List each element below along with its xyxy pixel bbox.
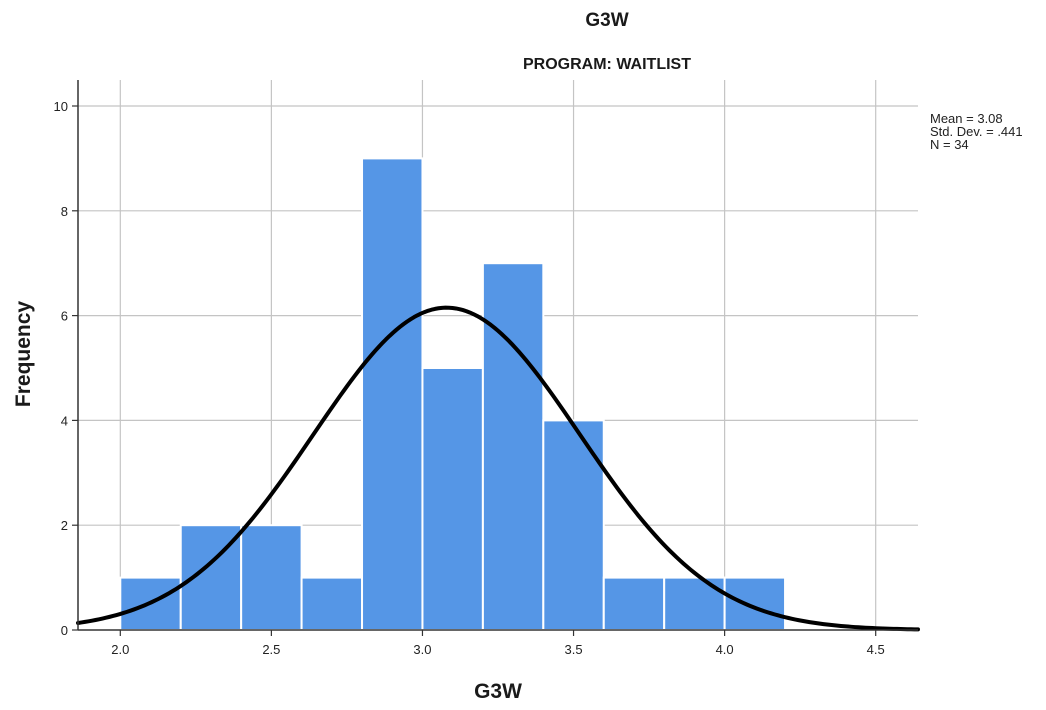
y-tick-label: 6 bbox=[61, 309, 68, 324]
y-tick-label: 8 bbox=[61, 204, 68, 219]
histogram-bar bbox=[361, 157, 424, 631]
histogram-bar bbox=[300, 576, 364, 631]
x-tick-label: 4.5 bbox=[867, 642, 885, 657]
stats-line: Mean = 3.08 bbox=[930, 111, 1003, 126]
axes bbox=[77, 80, 918, 631]
x-tick-label: 3.0 bbox=[413, 642, 431, 657]
x-tick-label: 4.0 bbox=[716, 642, 734, 657]
histogram-bar bbox=[421, 367, 484, 631]
y-tick-label: 10 bbox=[54, 99, 68, 114]
histogram-bar bbox=[542, 419, 605, 631]
x-axis-label: G3W bbox=[474, 680, 522, 703]
tick-labels: 0 2 4 6 8 10 2.0 2.5 3.0 3.5 4.0 4.5 bbox=[54, 99, 885, 657]
x-tick-label: 2.5 bbox=[262, 642, 280, 657]
histogram-bar bbox=[481, 262, 545, 631]
y-tick-label: 0 bbox=[61, 623, 68, 638]
normal-curve bbox=[76, 305, 920, 632]
stats-line: N = 34 bbox=[930, 137, 969, 152]
stats-line: Std. Dev. = .441 bbox=[930, 124, 1023, 139]
y-tick-label: 4 bbox=[61, 413, 68, 428]
y-axis-label: Frequency bbox=[12, 301, 35, 408]
normal-curve-group bbox=[76, 305, 920, 632]
histogram-bar bbox=[663, 576, 726, 631]
x-tick-label: 2.0 bbox=[111, 642, 129, 657]
x-tick-label: 3.5 bbox=[565, 642, 583, 657]
histogram-bar bbox=[240, 524, 303, 632]
y-tick-label: 2 bbox=[61, 518, 68, 533]
histogram-bar bbox=[602, 576, 666, 631]
chart-subtitle: PROGRAM: WAITLIST bbox=[523, 56, 691, 73]
chart-title: G3W bbox=[585, 10, 628, 31]
histogram-bar bbox=[723, 576, 787, 631]
histogram-bars bbox=[119, 157, 787, 632]
